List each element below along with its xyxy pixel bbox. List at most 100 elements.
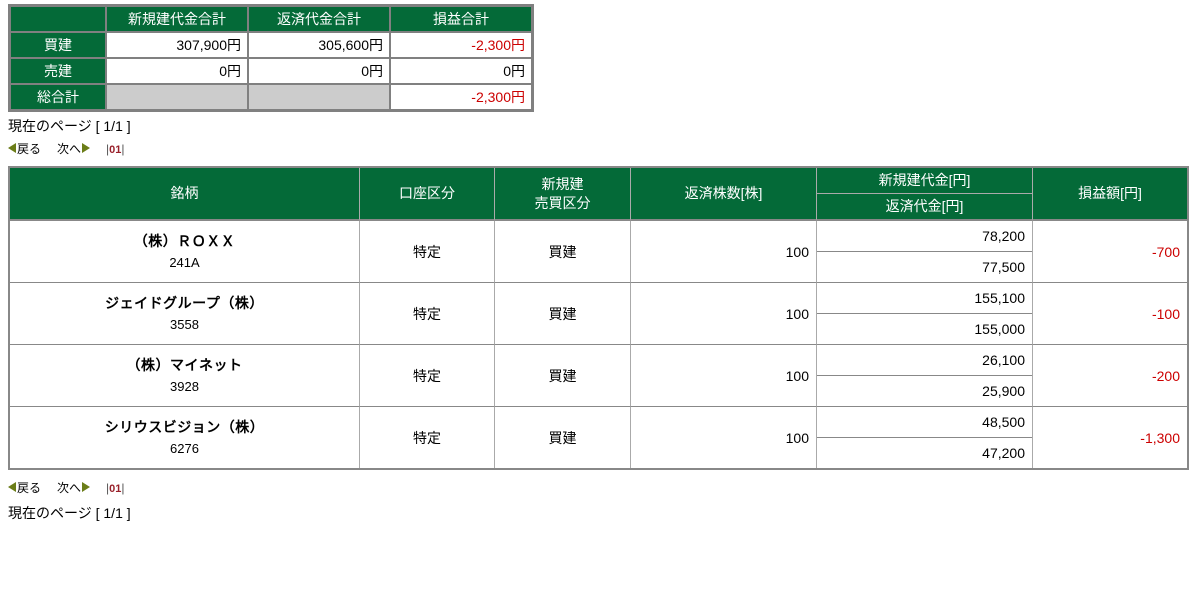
detail-row-3-amounts: 48,500 47,200 [817, 407, 1033, 468]
table-row[interactable]: ジェイドグループ（株） 3558 特定 買建 100 155,100 155,0… [10, 283, 1187, 345]
detail-table: 銘柄 口座区分 新規建 売買区分 返済株数[株] 新規建代金[円] 損益額[円]… [8, 166, 1189, 470]
detail-row-1-account: 特定 [360, 283, 495, 345]
pager-top-bar-right: | [121, 141, 125, 156]
detail-col-amount-new: 新規建代金[円] [817, 168, 1033, 194]
summary-buy-pl-total: -2,300円 [391, 33, 531, 57]
pager-top-controls: 戻る 次へ |01| [8, 138, 1200, 160]
pager-top-bar-left: | [106, 141, 110, 156]
summary-head: 新規建代金合計 返済代金合計 損益合計 [11, 7, 531, 31]
detail-row-2-pl: -200 [1033, 345, 1187, 407]
detail-col-trade-type: 新規建 売買区分 [495, 168, 631, 221]
triangle-right-icon [82, 481, 91, 492]
summary-rowlabel-grandtotal: 総合計 [11, 85, 105, 109]
summary-table: 新規建代金合計 返済代金合計 損益合計 買建 307,900円 305,600円… [8, 4, 534, 112]
summary-grandtotal-pl: -2,300円 [391, 85, 531, 109]
triangle-right-icon [82, 142, 91, 153]
detail-row-3-shares: 100 [631, 407, 817, 468]
summary-rowlabel-buy: 買建 [11, 33, 105, 57]
pager-bottom-status: 現在のページ [ 1/1 ] [8, 505, 131, 521]
detail-col-account: 口座区分 [360, 168, 495, 221]
triangle-left-icon [8, 481, 16, 492]
detail-row-2-brand-code: 3928 [170, 378, 199, 394]
summary-corner-cell [11, 7, 105, 31]
detail-row-0-amount-new: 78,200 [817, 221, 1032, 252]
summary-sell-new-total: 0円 [107, 59, 247, 83]
pager-bottom-page-group: |01| [106, 478, 125, 499]
pager-top: 現在のページ [ 1/1 ] 戻る 次へ |01| [0, 112, 1200, 160]
pager-bottom-bar-left: | [106, 480, 110, 495]
summary-col-repay-total: 返済代金合計 [249, 7, 389, 31]
table-row[interactable]: （株）ＲＯＸＸ 241A 特定 買建 100 78,200 77,500 -70… [10, 221, 1187, 283]
pager-top-next-link[interactable]: 次へ [57, 139, 91, 159]
detail-row-1-brand: ジェイドグループ（株） 3558 [10, 283, 360, 345]
summary-buy-new-total: 307,900円 [107, 33, 247, 57]
detail-col-trade-type-line1: 新規建 [541, 175, 584, 192]
detail-body: （株）ＲＯＸＸ 241A 特定 買建 100 78,200 77,500 -70… [10, 221, 1187, 468]
table-row[interactable]: シリウスビジョン（株） 6276 特定 買建 100 48,500 47,200… [10, 407, 1187, 468]
pager-top-prev-label: 戻る [17, 142, 42, 156]
detail-row-2-trade-type: 買建 [495, 345, 631, 407]
pager-bottom-next-link[interactable]: 次へ [57, 478, 91, 498]
detail-row-0-brand-name[interactable]: （株）ＲＯＸＸ [133, 232, 236, 249]
detail-row-2-shares: 100 [631, 345, 817, 407]
detail-col-trade-type-line2: 売買区分 [534, 194, 591, 211]
detail-row-1-brand-code: 3558 [170, 316, 199, 332]
detail-row-1-trade-type: 買建 [495, 283, 631, 345]
detail-row-1-amounts: 155,100 155,000 [817, 283, 1033, 345]
detail-row-3-account: 特定 [360, 407, 495, 468]
table-row[interactable]: （株）マイネット 3928 特定 買建 100 26,100 25,900 -2… [10, 345, 1187, 407]
detail-section: 銘柄 口座区分 新規建 売買区分 返済株数[株] 新規建代金[円] 損益額[円]… [0, 160, 1200, 470]
triangle-left-icon [8, 142, 16, 153]
detail-row-1-brand-name[interactable]: ジェイドグループ（株） [105, 294, 264, 311]
detail-row-1-shares: 100 [631, 283, 817, 345]
summary-section: 新規建代金合計 返済代金合計 損益合計 買建 307,900円 305,600円… [0, 0, 1200, 112]
pager-bottom-bar-right: | [121, 480, 125, 495]
detail-row-2-amounts: 26,100 25,900 [817, 345, 1033, 407]
summary-col-pl-total: 損益合計 [391, 7, 531, 31]
detail-header-row-1: 銘柄 口座区分 新規建 売買区分 返済株数[株] 新規建代金[円] 損益額[円] [10, 168, 1187, 221]
pager-bottom-page-number[interactable]: 01 [109, 482, 122, 495]
detail-row-3-brand-name[interactable]: シリウスビジョン（株） [104, 418, 265, 435]
detail-row-1-amount-new: 155,100 [817, 283, 1032, 314]
pager-top-status: 現在のページ [ 1/1 ] [8, 118, 131, 134]
detail-row-3-brand-code: 6276 [170, 440, 199, 456]
detail-row-0-brand-code: 241A [169, 254, 200, 270]
pager-bottom-controls: 戻る 次へ |01| [8, 477, 1200, 499]
summary-sell-pl-total: 0円 [391, 59, 531, 83]
detail-col-shares: 返済株数[株] [631, 168, 817, 221]
detail-row-0-trade-type: 買建 [495, 221, 631, 283]
detail-row-2-amount-repay: 25,900 [982, 383, 1025, 399]
summary-body: 買建 307,900円 305,600円 -2,300円 売建 0円 0円 0円… [11, 33, 531, 109]
pager-top-prev-link[interactable]: 戻る [8, 139, 41, 159]
pager-top-next-label: 次へ [57, 142, 82, 156]
detail-row-1-amount-repay: 155,000 [974, 321, 1025, 337]
detail-row-2-amount-new: 26,100 [817, 345, 1032, 376]
summary-header-row: 新規建代金合計 返済代金合計 損益合計 [11, 7, 531, 31]
pager-top-page-group: |01| [106, 139, 125, 160]
detail-row-0-account: 特定 [360, 221, 495, 283]
detail-row-0-shares: 100 [631, 221, 817, 283]
pager-bottom: 戻る 次へ |01| 現在のページ [ 1/1 ] [0, 470, 1200, 524]
summary-buy-repay-total: 305,600円 [249, 33, 389, 57]
detail-col-amount-repay: 返済代金[円] [817, 194, 1033, 221]
detail-header-row-2: 返済代金[円] [10, 194, 1187, 221]
detail-row-0-pl: -700 [1033, 221, 1187, 283]
summary-grandtotal-new-blank [107, 85, 247, 109]
detail-col-pl: 損益額[円] [1033, 168, 1187, 221]
detail-row-3-amount-new: 48,500 [817, 407, 1032, 438]
summary-row-buy: 買建 307,900円 305,600円 -2,300円 [11, 33, 531, 57]
pager-bottom-prev-link[interactable]: 戻る [8, 478, 41, 498]
summary-row-grandtotal: 総合計 -2,300円 [11, 85, 531, 109]
pager-bottom-prev-label: 戻る [17, 481, 42, 495]
summary-row-sell: 売建 0円 0円 0円 [11, 59, 531, 83]
detail-row-3-pl: -1,300 [1033, 407, 1187, 468]
detail-col-brand: 銘柄 [10, 168, 360, 221]
detail-row-3-brand: シリウスビジョン（株） 6276 [10, 407, 360, 468]
detail-row-0-amount-repay: 77,500 [982, 259, 1025, 275]
summary-rowlabel-sell: 売建 [11, 59, 105, 83]
pager-top-page-number[interactable]: 01 [109, 143, 122, 156]
pager-bottom-next-label: 次へ [57, 481, 82, 495]
detail-row-2-brand-name[interactable]: （株）マイネット [126, 356, 243, 373]
detail-row-3-trade-type: 買建 [495, 407, 631, 468]
detail-head: 銘柄 口座区分 新規建 売買区分 返済株数[株] 新規建代金[円] 損益額[円]… [10, 168, 1187, 221]
